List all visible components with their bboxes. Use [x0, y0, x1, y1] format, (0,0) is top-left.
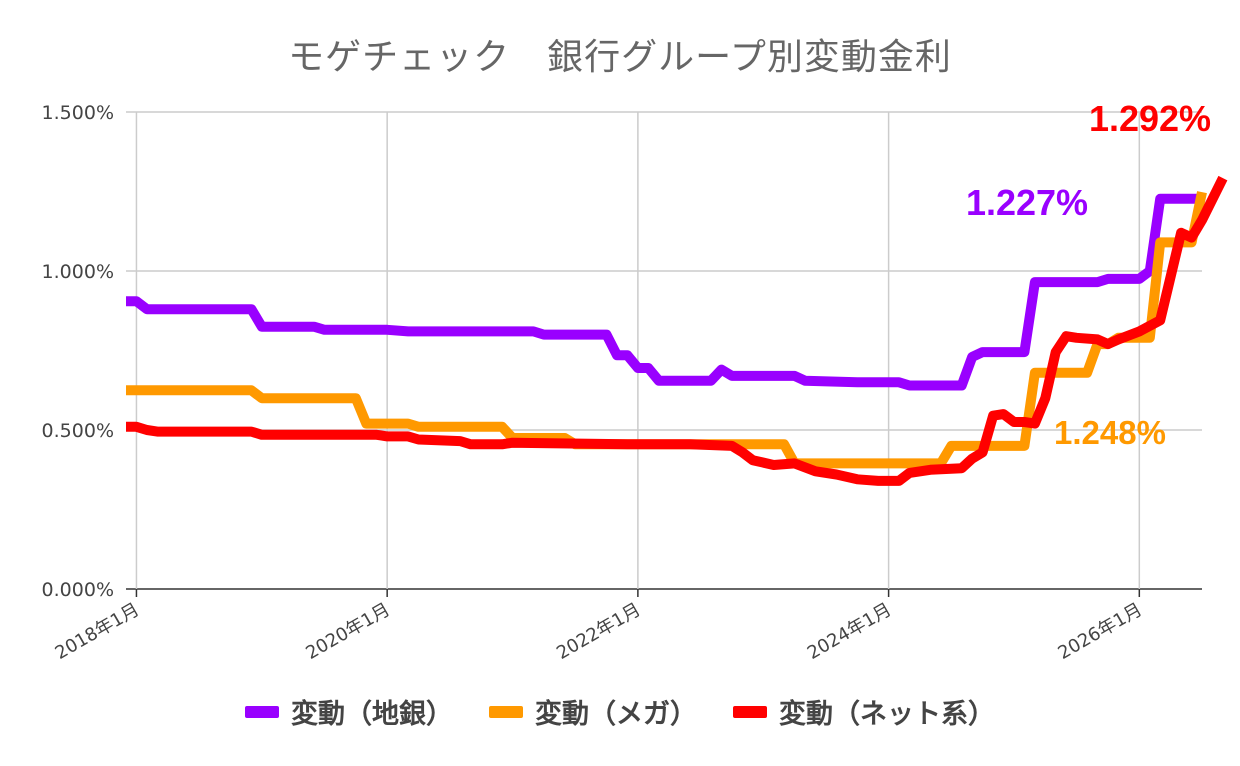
- legend-item-mega: 変動（メガ）: [489, 692, 697, 731]
- legend-swatch-net: [733, 705, 767, 718]
- y-tick-label: 0.500%: [42, 420, 114, 442]
- legend-label-chigin: 変動（地銀）: [291, 699, 453, 730]
- end-value-label-2: 1.292%: [1089, 98, 1211, 139]
- x-tick-label: 2018年1月: [52, 599, 143, 664]
- x-tick-label: 2026年1月: [1055, 599, 1146, 664]
- y-tick-label: 0.000%: [42, 579, 114, 601]
- y-tick-label: 1.000%: [42, 261, 114, 283]
- end-value-label-1: 1.248%: [1054, 414, 1166, 451]
- series-lines: [126, 175, 1228, 486]
- data-labels: 1.227% 1.248% 1.292%: [966, 98, 1211, 451]
- series-line-0: [126, 193, 1202, 391]
- end-value-label-0: 1.227%: [966, 182, 1088, 223]
- x-tick-label: 2020年1月: [302, 599, 393, 664]
- legend-swatch-mega: [489, 705, 523, 718]
- legend-item-chigin: 変動（地銀）: [245, 692, 453, 731]
- y-tick-label: 1.500%: [42, 102, 114, 124]
- legend-label-mega: 変動（メガ）: [535, 699, 697, 730]
- legend-label-net: 変動（ネット系）: [779, 699, 995, 730]
- x-tick-label: 2024年1月: [804, 599, 895, 664]
- legend-swatch-chigin: [245, 705, 279, 718]
- chart-title: モゲチェック 銀行グループ別変動金利: [288, 37, 952, 78]
- legend: 変動（地銀） 変動（メガ） 変動（ネット系）: [0, 692, 1240, 731]
- legend-item-net: 変動（ネット系）: [733, 692, 995, 731]
- x-tick-label: 2022年1月: [553, 599, 644, 664]
- series-line-2: [126, 175, 1228, 486]
